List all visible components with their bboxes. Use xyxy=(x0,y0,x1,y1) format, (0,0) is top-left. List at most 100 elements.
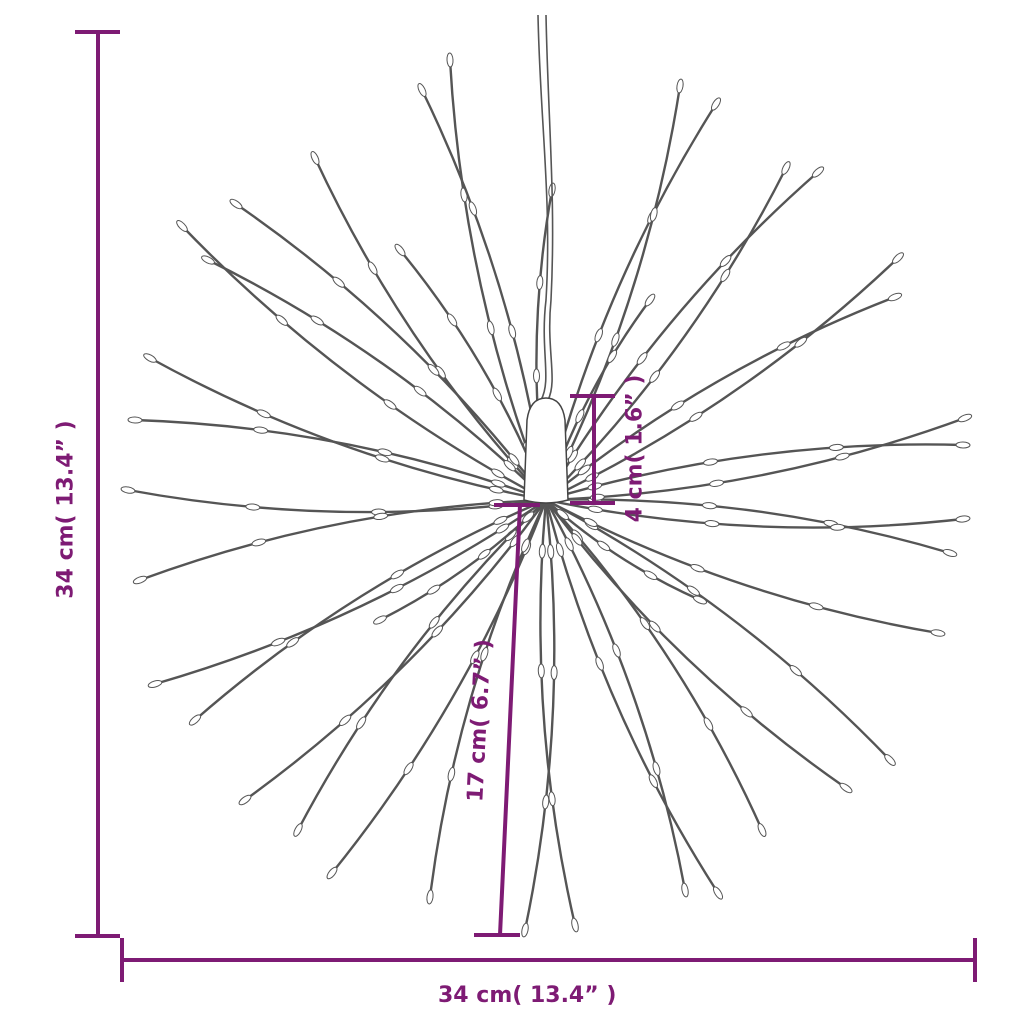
led-bulb xyxy=(537,663,545,679)
led-bulb xyxy=(332,276,345,288)
led-bulb xyxy=(480,646,489,662)
led-bulb xyxy=(887,292,903,302)
led-bulb xyxy=(884,754,896,766)
led-bulb xyxy=(491,468,505,479)
light-strand xyxy=(331,499,548,874)
led-bulb xyxy=(703,717,714,731)
led-bulb xyxy=(644,293,656,307)
led-bulb xyxy=(394,243,406,257)
led-bulb xyxy=(447,766,456,782)
led-bulb xyxy=(701,502,717,510)
led-bulb xyxy=(188,714,202,726)
led-bulb xyxy=(508,324,517,339)
led-bulb xyxy=(132,575,148,585)
led-bulb xyxy=(271,637,286,647)
led-bulb xyxy=(201,255,215,265)
led-bulb xyxy=(293,823,303,837)
housing-height-label: 4 cm( 1.6” ) xyxy=(622,374,648,523)
led-bulb xyxy=(536,275,544,291)
power-cable xyxy=(537,14,554,401)
led-bulb xyxy=(811,166,825,178)
led-bulb xyxy=(532,368,540,384)
light-strand xyxy=(539,499,577,926)
led-bulb xyxy=(127,416,143,424)
led-bulb xyxy=(547,544,555,560)
led-bulb xyxy=(794,336,808,348)
led-bulb xyxy=(704,520,720,528)
light-strand xyxy=(545,167,788,501)
led-bulb xyxy=(251,538,267,547)
led-bulb xyxy=(720,268,731,283)
led-bulb xyxy=(538,543,546,559)
led-bulb xyxy=(574,458,586,471)
led-bulb xyxy=(377,448,393,457)
led-bulb xyxy=(719,255,732,268)
light-strand xyxy=(127,488,547,514)
light-strand xyxy=(545,295,896,501)
led-bulb xyxy=(339,714,352,726)
led-bulb xyxy=(326,866,338,880)
led-bulb xyxy=(426,889,434,905)
led-bulb xyxy=(143,353,157,363)
led-bulb xyxy=(740,706,753,718)
led-bulb xyxy=(690,563,705,573)
led-bulb xyxy=(649,370,661,383)
strand-dimension-line xyxy=(474,503,540,937)
led-bulb xyxy=(120,486,136,494)
light-strand xyxy=(544,171,819,501)
led-bulb xyxy=(375,454,390,463)
led-bulb xyxy=(253,426,269,434)
led-bulb xyxy=(955,515,971,523)
led-bulb xyxy=(830,523,846,531)
led-bulb xyxy=(577,464,591,476)
led-bulb xyxy=(828,443,844,451)
led-bulb xyxy=(652,761,661,776)
led-bulb xyxy=(275,314,288,326)
led-bulb xyxy=(548,791,556,807)
led-bulb xyxy=(310,151,320,165)
led-bulb xyxy=(486,320,495,336)
led-bulb xyxy=(403,761,414,776)
light-strand xyxy=(448,59,548,501)
led-bulb xyxy=(703,458,718,466)
light-strand xyxy=(545,498,891,761)
light-strand xyxy=(181,225,547,502)
led-bulb xyxy=(550,665,558,681)
led-bulb xyxy=(671,400,685,411)
led-bulb xyxy=(955,441,971,449)
led-bulb xyxy=(356,716,367,730)
led-bulb xyxy=(373,512,389,521)
led-bulb xyxy=(789,665,802,677)
led-bulb xyxy=(427,584,441,595)
led-bulb xyxy=(710,97,722,111)
led-bulb xyxy=(229,198,243,210)
led-bulb xyxy=(310,315,324,326)
led-bulb xyxy=(556,508,569,521)
led-bulb xyxy=(649,207,658,222)
led-bulb xyxy=(595,656,604,671)
width-label: 34 cm( 13.4” ) xyxy=(438,983,617,1008)
led-bulb xyxy=(389,583,404,594)
led-bulb xyxy=(712,886,724,900)
led-bulb xyxy=(390,569,405,580)
led-bulb xyxy=(245,503,261,511)
led-bulb xyxy=(238,794,252,806)
led-bulb xyxy=(942,549,958,557)
led-bulb xyxy=(413,385,427,397)
led-bulb xyxy=(571,917,579,933)
led-bulb xyxy=(417,83,427,97)
led-bulb xyxy=(594,328,604,343)
height-dimension-line xyxy=(75,30,120,938)
led-bulb xyxy=(446,52,454,68)
led-bulb xyxy=(686,585,700,596)
led-bulb xyxy=(692,595,708,605)
led-bulb xyxy=(636,352,648,365)
led-bulb xyxy=(286,637,300,648)
led-bulb xyxy=(648,620,661,633)
led-bulb xyxy=(176,220,188,232)
housing xyxy=(523,397,569,504)
led-bulb xyxy=(508,453,520,466)
led-bulb xyxy=(468,201,478,216)
light-strand xyxy=(207,258,547,501)
